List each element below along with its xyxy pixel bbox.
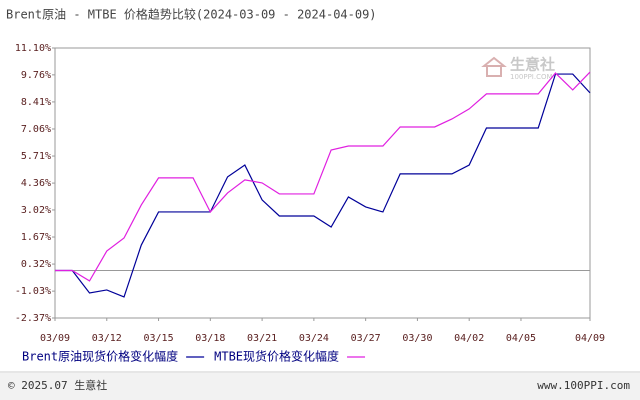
legend-label: MTBE现货价格变化幅度	[214, 349, 339, 364]
y-tick-label: 3.02%	[21, 205, 51, 216]
y-tick-label: 5.71%	[21, 151, 51, 162]
y-tick-label: -1.03%	[15, 286, 51, 297]
plot-area	[54, 47, 591, 319]
legend-label: Brent原油现货价格变化幅度	[22, 349, 178, 364]
y-tick-label: 7.06%	[21, 124, 51, 135]
y-tick-label: 1.67%	[21, 232, 51, 243]
x-tick-label: 03/15	[143, 333, 173, 344]
x-tick-label: 04/02	[454, 333, 484, 344]
x-tick-label: 03/09	[40, 333, 70, 344]
watermark-name: 生意社	[510, 56, 555, 74]
y-tick-label: 8.41%	[21, 97, 51, 108]
y-tick-label: 0.32%	[21, 259, 51, 270]
chart-layer: 11.10% 9.76% 8.41% 7.06% 5.71% 4.36% 3.02% 1.67…	[15, 43, 605, 364]
footer-left: © 2025.07 生意社	[8, 378, 107, 392]
y-tick-label: 11.10%	[15, 43, 51, 54]
x-tick-label: 04/05	[506, 333, 536, 344]
y-tick-label: -2.37%	[15, 313, 51, 324]
watermark-site: 100PPI.COM	[510, 73, 553, 81]
watermark-logo	[481, 56, 507, 77]
x-tick-label: 03/24	[299, 333, 329, 344]
x-tick-label: 03/27	[351, 333, 381, 344]
footer-bar	[0, 373, 640, 400]
y-tick-label: 9.76%	[21, 70, 51, 81]
series-line	[55, 71, 591, 282]
x-tick-label: 03/21	[247, 333, 277, 344]
footer-right: www.100PPI.com	[537, 379, 630, 392]
series-line	[55, 73, 591, 298]
x-tick-label: 03/30	[402, 333, 432, 344]
x-tick-label: 03/12	[92, 333, 122, 344]
y-tick-label: 4.36%	[21, 178, 51, 189]
chart-title: Brent原油 - MTBE 价格趋势比较(2024-03-09 - 2024-…	[6, 7, 377, 22]
x-tick-label: 04/09	[575, 333, 605, 344]
x-tick-label: 03/18	[195, 333, 225, 344]
watermark: 生意社 100PPI.COM	[481, 56, 555, 81]
